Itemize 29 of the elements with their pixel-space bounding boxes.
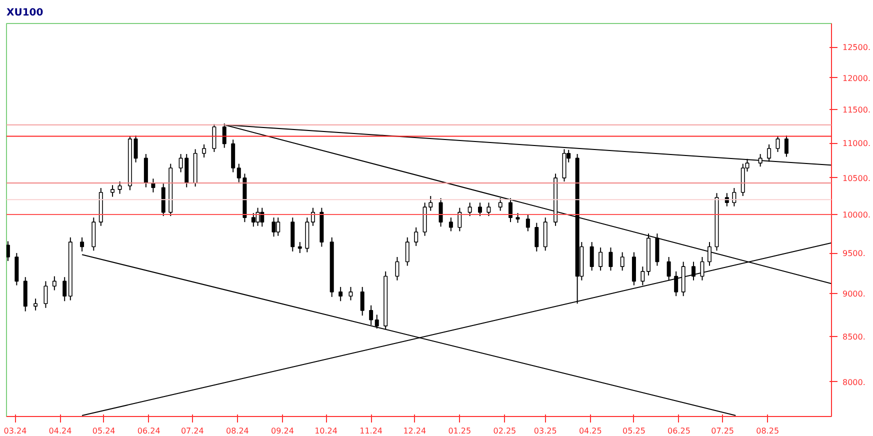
y-tick-label: 8000. xyxy=(842,378,866,387)
x-tick-label: 05.24 xyxy=(92,426,116,436)
y-tick-label: 10000. xyxy=(842,210,870,220)
x-tick-label: 12.24 xyxy=(403,426,426,436)
x-tick-label: 07.25 xyxy=(711,426,734,436)
x-tick-label: 09.24 xyxy=(271,426,294,436)
x-tick-label: 08.24 xyxy=(226,426,249,436)
x-tick-label: 03.25 xyxy=(534,426,557,436)
y-tick-label: 11000. xyxy=(842,139,870,148)
x-tick-label: 10.24 xyxy=(314,426,338,436)
x-tick-label: 11.24 xyxy=(360,426,383,436)
y-tick-label: 8500. xyxy=(842,332,866,342)
y-tick-label: 11500. xyxy=(842,106,870,115)
x-tick-label: 04.25 xyxy=(578,426,602,436)
x-tick-label: 04.24 xyxy=(48,426,72,436)
y-tick-label: 10500. xyxy=(842,174,870,183)
x-tick-label: 02.25 xyxy=(493,426,516,436)
y-tick-label: 9500. xyxy=(842,249,866,258)
x-tick-label: 06.24 xyxy=(137,426,160,436)
y-tick-label: 12500. xyxy=(842,43,870,52)
x-tick-label: 08.25 xyxy=(756,426,780,436)
x-tick-label: 06.25 xyxy=(668,426,690,436)
x-tick-label: 03.24 xyxy=(4,426,27,436)
x-tick-label: 05.25 xyxy=(622,426,646,436)
y-tick-label: 12000. xyxy=(842,74,870,83)
chart-title: XU100 xyxy=(6,8,44,18)
x-tick-label: 07.24 xyxy=(180,426,204,436)
y-tick-label: 9000. xyxy=(842,290,866,299)
x-tick-label: 01.25 xyxy=(448,426,472,436)
